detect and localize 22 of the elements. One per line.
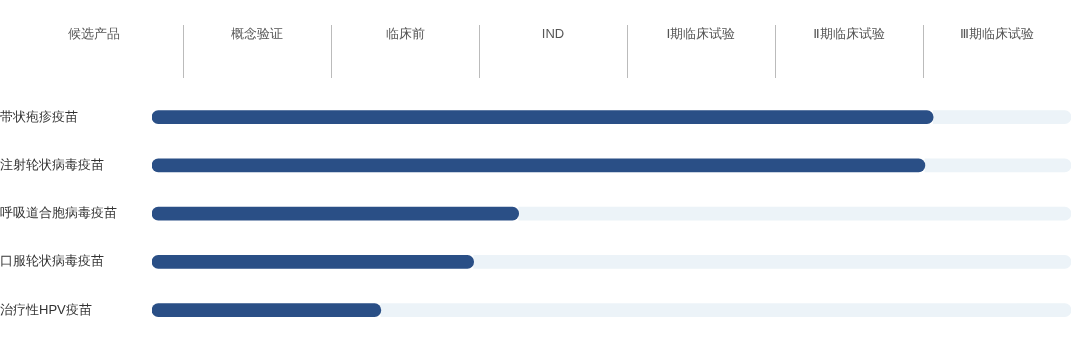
bar	[152, 206, 520, 221]
bar	[932, 110, 1071, 124]
text: Ⅰ期临床试验	[666, 25, 736, 41]
text: Ⅱ期临床试验	[813, 25, 885, 41]
y-tick-label: 口服轮状病毒疫苗	[0, 253, 104, 269]
bar	[152, 255, 474, 269]
y-tick-label: 呼吸道合胞病毒疫苗	[0, 205, 117, 221]
bar	[518, 206, 1071, 221]
y-tick-label: 注射轮状病毒疫苗	[0, 156, 104, 172]
y-axis-title: 候选产品	[68, 25, 120, 41]
bar	[152, 158, 926, 173]
bar	[152, 303, 382, 317]
bar	[380, 303, 1071, 317]
bar	[924, 158, 1071, 173]
y-tick-label: 带状疱疹疫苗	[0, 108, 78, 124]
text: IND	[541, 25, 565, 41]
y-tick-label: 治疗性HPV疫苗	[0, 301, 92, 317]
text: 临床前	[385, 25, 425, 41]
bar	[152, 110, 934, 124]
text: 概念验证	[231, 25, 283, 41]
text: Ⅲ期临床试验	[960, 25, 1034, 41]
bar	[473, 255, 1071, 269]
